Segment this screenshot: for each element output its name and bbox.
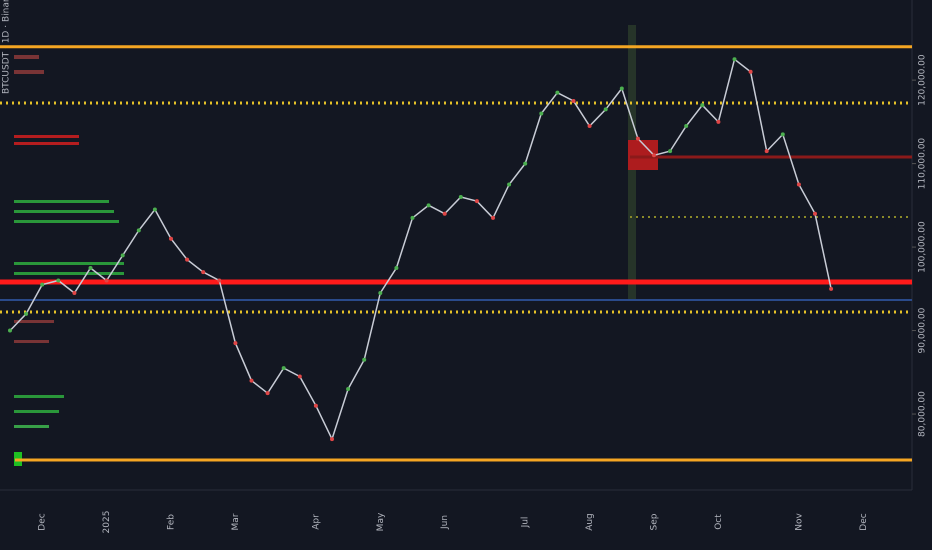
price-point xyxy=(24,311,29,316)
y-tick-label: 80,000.00 xyxy=(918,391,928,437)
price-point xyxy=(700,103,705,108)
x-tick-label: Sep xyxy=(650,513,660,530)
price-point xyxy=(313,403,318,408)
profile-bar xyxy=(14,220,119,223)
price-point xyxy=(152,207,157,212)
y-tick-label: 120,000.00 xyxy=(918,54,928,106)
price-point xyxy=(201,270,206,275)
price-point xyxy=(136,228,141,233)
price-line xyxy=(9,58,832,442)
price-point xyxy=(571,99,576,104)
price-point xyxy=(780,132,785,137)
profile-bar xyxy=(14,142,79,145)
price-point xyxy=(346,386,351,391)
price-point xyxy=(555,90,560,95)
profile-bar xyxy=(14,395,64,398)
price-point xyxy=(120,253,125,258)
price-point xyxy=(796,182,801,187)
y-tick-label: 110,000.00 xyxy=(918,138,928,190)
price-point xyxy=(410,215,415,220)
profile-bar xyxy=(14,135,79,138)
price-point xyxy=(249,378,254,383)
x-tick-label: Dec xyxy=(859,513,869,530)
profile-bar xyxy=(14,262,124,265)
price-point xyxy=(652,153,656,158)
profile-bar xyxy=(14,272,124,275)
price-point xyxy=(72,290,77,295)
x-tick-label: Jun xyxy=(440,515,450,530)
price-point xyxy=(442,211,447,216)
profile-bar xyxy=(14,410,59,413)
x-tick-label: Nov xyxy=(794,513,804,531)
price-point xyxy=(603,107,608,112)
profile-bar xyxy=(14,210,114,213)
x-tick-label: Aug xyxy=(585,513,595,531)
y-tick-label: 100,000.00 xyxy=(918,221,928,273)
x-tick-label: Mar xyxy=(231,513,241,530)
price-point xyxy=(635,136,640,141)
price-point xyxy=(684,124,689,129)
price-point xyxy=(330,437,334,442)
x-tick-label: Oct xyxy=(714,514,724,530)
price-point xyxy=(217,278,222,283)
price-point xyxy=(587,124,592,129)
profile-bar xyxy=(14,340,49,343)
x-tick-label: 2025 xyxy=(102,511,112,534)
price-point xyxy=(716,119,721,124)
price-point xyxy=(539,111,544,116)
price-point xyxy=(56,278,61,283)
x-tick-label: Dec xyxy=(38,513,48,530)
y-tick-label: 90,000.00 xyxy=(918,307,928,353)
price-point xyxy=(104,278,109,283)
profile-bar xyxy=(14,425,49,428)
price-point xyxy=(185,257,190,262)
price-point xyxy=(619,86,624,91)
price-point xyxy=(8,328,12,333)
price-point xyxy=(265,391,270,396)
price-point xyxy=(458,195,463,200)
price-point xyxy=(523,161,528,166)
price-point xyxy=(233,341,238,346)
price-point xyxy=(668,149,673,154)
price-point xyxy=(829,286,834,291)
price-point xyxy=(297,374,302,379)
price-point xyxy=(40,282,45,287)
x-tick-label: Apr xyxy=(311,514,321,530)
x-tick-label: May xyxy=(376,512,386,531)
volume-profile xyxy=(14,25,658,466)
price-point xyxy=(281,366,286,371)
price-point xyxy=(362,357,367,362)
price-point xyxy=(491,215,495,220)
price-point xyxy=(88,265,93,270)
x-tick-label: Jul xyxy=(521,517,531,529)
price-point xyxy=(732,57,737,62)
price-point xyxy=(764,149,769,154)
price-point xyxy=(378,290,383,295)
x-tick-label: Feb xyxy=(167,514,177,530)
profile-bar xyxy=(14,70,44,74)
profile-bar xyxy=(14,320,54,323)
profile-bar xyxy=(14,200,109,203)
price-point xyxy=(474,199,479,204)
profile-bar xyxy=(14,55,39,59)
price-point xyxy=(394,265,399,270)
price-point xyxy=(813,211,817,216)
price-point xyxy=(507,182,512,187)
price-point xyxy=(169,236,173,241)
price-point xyxy=(748,69,753,74)
price-point xyxy=(426,203,431,208)
